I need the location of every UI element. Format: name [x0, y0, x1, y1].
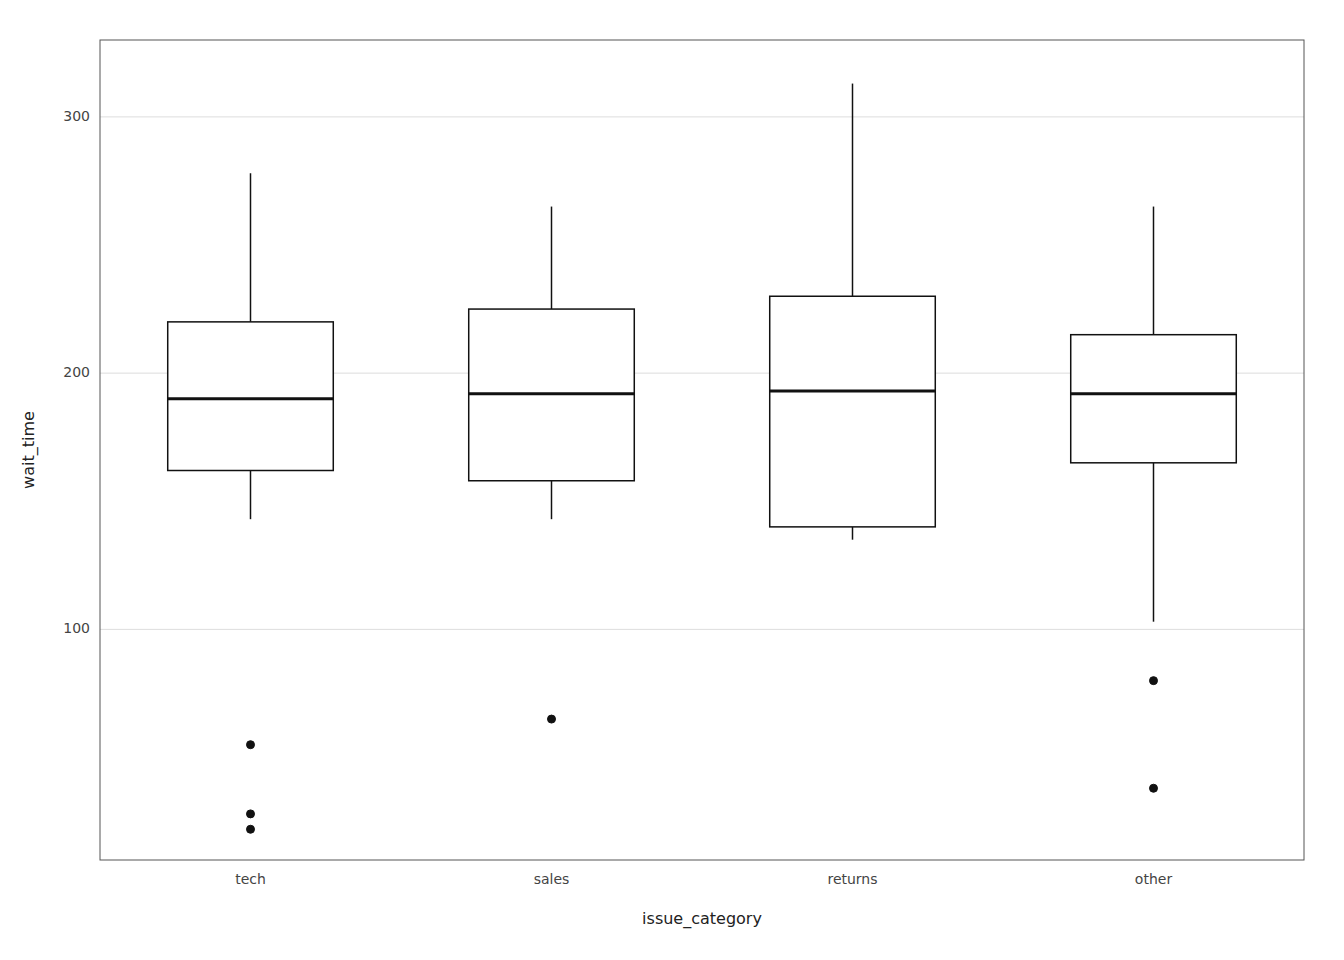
outlier: [548, 715, 556, 723]
grid-line: [100, 629, 1304, 630]
grid: [100, 117, 1304, 630]
median: [168, 397, 334, 400]
chart-container: 100 200 300 tech sales returns other issue_cate…: [0, 0, 1344, 960]
box-group: [469, 207, 635, 724]
x-tick-label: returns: [827, 871, 877, 887]
outlier: [247, 825, 255, 833]
whisker-low: [250, 471, 252, 520]
y-tick-label: 100: [63, 620, 90, 636]
outlier: [1150, 677, 1158, 685]
box-group: [1071, 207, 1237, 793]
x-tick-label: other: [1135, 871, 1173, 887]
background: [0, 0, 1344, 960]
box: [168, 322, 334, 471]
median: [1071, 392, 1237, 395]
boxes: [168, 84, 1237, 834]
whisker-high: [551, 207, 553, 310]
y-tick-label: 200: [63, 364, 90, 380]
outlier: [1150, 784, 1158, 792]
outlier: [247, 741, 255, 749]
median: [469, 392, 635, 395]
median: [770, 390, 936, 393]
chart-svg: 100 200 300 tech sales returns other issue_cate…: [0, 0, 1344, 960]
x-tick-label: sales: [534, 871, 570, 887]
box: [1071, 335, 1237, 463]
plot-frame: [100, 40, 1304, 860]
box-group: [168, 173, 334, 833]
y-tick-label: 300: [63, 108, 90, 124]
whisker-high: [852, 84, 854, 297]
box-group: [770, 84, 936, 540]
x-axis-label: issue_category: [642, 909, 762, 929]
whisker-high: [250, 173, 252, 322]
whisker-low: [551, 481, 553, 519]
whisker-high: [1153, 207, 1155, 335]
box: [770, 296, 936, 527]
outlier: [247, 810, 255, 818]
whisker-low: [852, 527, 854, 540]
box: [469, 309, 635, 481]
x-tick-label: tech: [235, 871, 266, 887]
y-axis-label: wait_time: [19, 411, 39, 489]
grid-line: [100, 116, 1304, 117]
whisker-low: [1153, 463, 1155, 622]
